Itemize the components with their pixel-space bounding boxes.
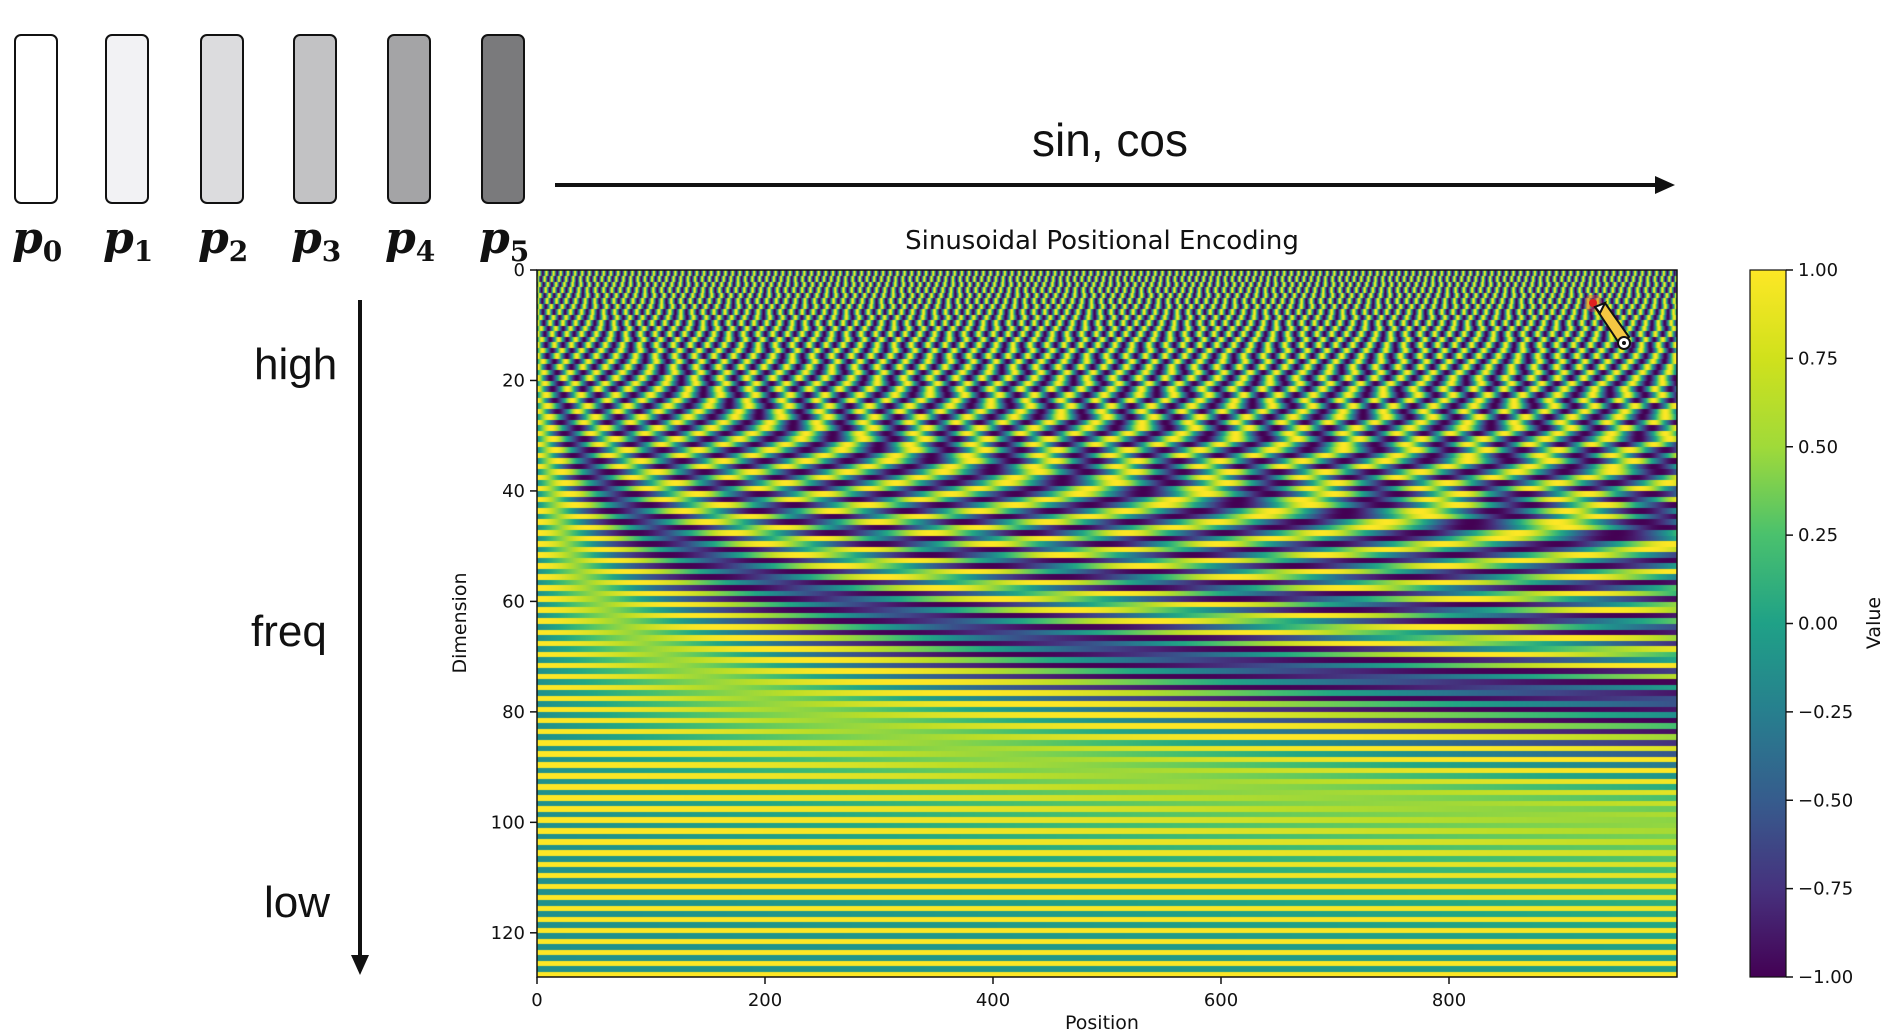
pen-cursor-icon [1585,295,1631,350]
position-vector-label: p0 [12,214,82,277]
colorbar-tick-label: −0.25 [1798,702,1853,723]
position-vector-label: p3 [291,214,361,277]
position-label-sub: 3 [321,235,342,268]
position-vector-box [293,34,337,204]
position-vector-box [14,34,58,204]
position-vectors: p0 p1 p2 p3 p4 p5 [10,34,540,274]
position-label-main: p [479,213,510,264]
position-vector-label: p2 [198,214,268,277]
y-tick-label: 60 [502,591,525,612]
x-tick-label: 400 [976,990,1010,1011]
position-label-sub: 2 [228,235,249,268]
position-vector-box [387,34,431,204]
y-axis-label: Dimension [449,573,471,674]
colorbar-tick-label: 0.25 [1798,525,1838,546]
x-tick-label: 200 [748,990,782,1011]
position-label-main: p [103,213,134,264]
down-arrow-icon [351,300,369,975]
y-tick-label: 40 [502,481,525,502]
y-axis: 0 20 40 60 80 100 120 [491,260,537,944]
position-label-sub: 1 [133,235,154,268]
y-tick-label: 100 [491,812,525,833]
colorbar-tick-label: −1.00 [1798,967,1853,988]
chart-title: Sinusoidal Positional Encoding [905,226,1299,256]
position-vector-box [200,34,244,204]
label-low: low [264,878,331,927]
colorbar-tick-label: 0.50 [1798,437,1838,458]
position-label-main: p [12,213,43,264]
positional-encoding-chart: Sinusoidal Positional Encoding 0 200 400 60… [449,226,1885,1034]
position-vector-label: p4 [385,214,455,277]
y-tick-label: 0 [514,260,525,281]
colorbar-tick-label: 0.00 [1798,614,1838,635]
position-label-sub: 0 [42,235,63,268]
x-axis: 0 200 400 600 800 [531,977,1466,1011]
x-tick-label: 600 [1204,990,1238,1011]
colorbar-label: Value [1863,597,1885,649]
heatmap [537,270,1677,977]
label-freq: freq [251,607,327,656]
colorbar-tick-label: 1.00 [1798,260,1838,281]
position-label-main: p [385,213,416,264]
right-arrow-icon [555,176,1675,194]
y-tick-label: 120 [491,923,525,944]
colorbar-axis: 1.00 0.75 0.50 0.25 0.00 −0.25 −0.50 −0.75 −1.00 [1786,260,1853,988]
plot-frame [536,269,1678,978]
position-label-sub: 5 [509,235,530,268]
colorbar-tick-label: −0.50 [1798,790,1853,811]
y-tick-label: 20 [502,370,525,391]
position-vector-box [481,34,525,204]
label-high: high [254,340,338,389]
position-label-main: p [198,213,229,264]
position-label-sub: 4 [415,235,436,268]
position-vector-label: p1 [103,214,173,277]
position-vector-box [105,34,149,204]
colorbar-tick-label: 0.75 [1798,348,1838,369]
x-axis-label: Position [1065,1012,1139,1034]
top-arrow-label: sin, cos [1032,114,1188,166]
position-vector-label: p5 [479,214,549,277]
colorbar [1749,269,1787,978]
x-tick-label: 800 [1432,990,1466,1011]
colorbar-tick-label: −0.75 [1798,879,1853,900]
x-tick-label: 0 [531,990,542,1011]
y-tick-label: 80 [502,702,525,723]
position-label-main: p [291,213,322,264]
